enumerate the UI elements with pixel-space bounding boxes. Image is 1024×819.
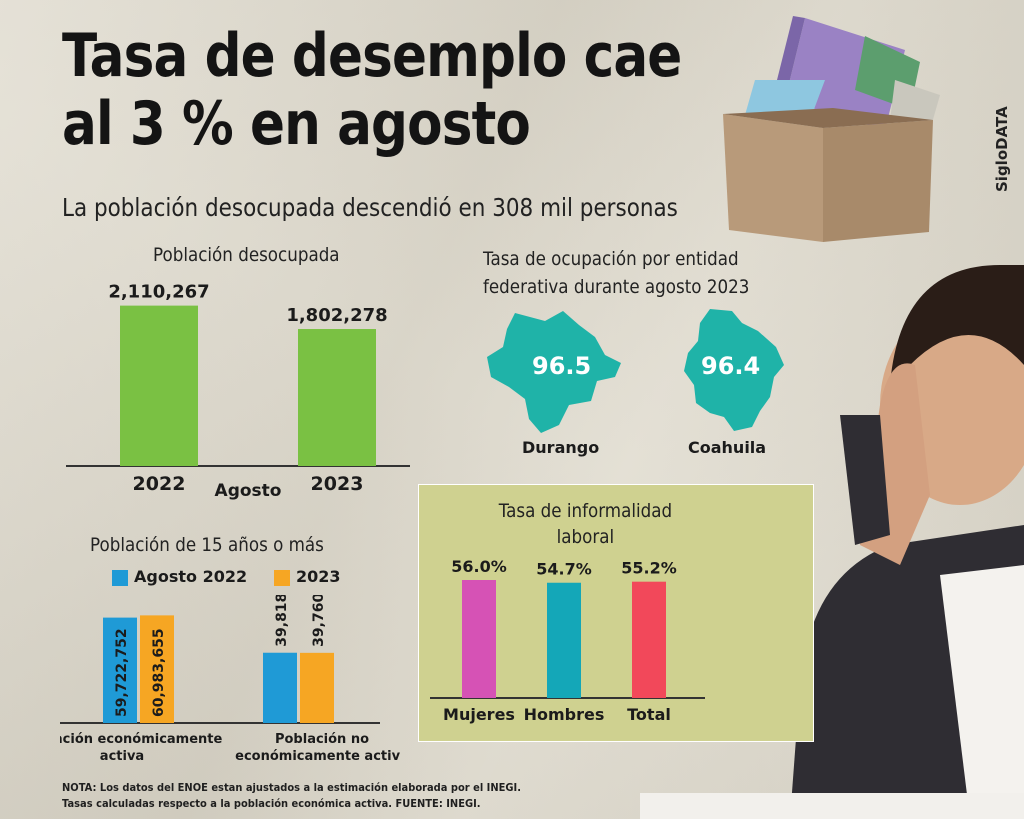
bar-2023-group-1 [300, 652, 334, 723]
bar-value-label-2023: 1,802,278 [286, 305, 387, 326]
bar-Mujeres [462, 580, 496, 698]
page-subtitle: La población desocupada descendió en 308… [62, 193, 678, 222]
footnote: NOTA: Los datos del ENOE estan ajustados… [62, 780, 572, 812]
brand-logo: SigloDATA [993, 106, 1011, 192]
informalidad-title-line-2: laboral [556, 526, 615, 548]
title-line-1: Tasa de desemplo cae [62, 21, 682, 91]
coahuila-label: Coahuila [688, 438, 767, 457]
bar-value-label-2023-group-1: 39,760,026 [311, 595, 327, 647]
category-label-Total: Total [627, 705, 671, 724]
category-label-0-line-2: activa [100, 749, 144, 764]
bar-2022 [120, 305, 198, 466]
durango-label: Durango [522, 438, 600, 457]
desocupada-chart: 2,110,267 2022 1,802,278 2023 Agosto [66, 282, 410, 501]
legend-label-2022: Agosto 2022 [134, 567, 248, 586]
category-label-0-line-1: Población económicamente [60, 732, 222, 747]
bar-2023 [298, 329, 376, 466]
footnote-line-2: Tasas calculadas respecto a la población… [62, 797, 481, 810]
bar-value-label-Hombres: 54.7% [536, 560, 592, 579]
ocupacion-title-line-2: federativa durante agosto 2023 [483, 276, 750, 298]
bar-value-label-2022: 2,110,267 [108, 282, 209, 303]
bar-value-label-2022-group-1: 39,818,079 [274, 595, 290, 647]
bar-Hombres [547, 582, 581, 698]
page-title: Tasa de desemplo cae al 3 % en agosto [62, 21, 682, 159]
cardboard-box-icon [723, 16, 940, 242]
informalidad-chart: 56.0% Mujeres 54.7% Hombres 55.2% Total [430, 557, 705, 724]
bar-value-label-2023-group-0: 60,983,655 [151, 628, 167, 717]
informalidad-chart-title: Tasa de informalidad laboral [493, 498, 678, 550]
bar-2023-group-0 [140, 615, 174, 723]
category-label-2022: 2022 [133, 473, 186, 495]
category-label-1-line-2: económicamente activa [235, 749, 400, 764]
informalidad-title-line-1: Tasa de informalidad [498, 500, 673, 522]
bar-2022-group-1 [263, 652, 297, 723]
durango-rate: 96.5 [532, 352, 592, 380]
footnote-line-1: NOTA: Los datos del ENOE estan ajustados… [62, 781, 521, 794]
desocupada-chart-title: Población desocupada [153, 244, 340, 266]
bar-value-label-2022-group-0: 59,722,752 [114, 628, 130, 717]
bar-value-label-Total: 55.2% [621, 559, 677, 578]
poblacion15-chart-title: Población de 15 años o más [90, 534, 324, 556]
coahuila-rate: 96.4 [701, 352, 761, 380]
category-label-Mujeres: Mujeres [443, 705, 515, 724]
legend-label-2023: 2023 [296, 567, 341, 586]
poblacion15-chart: 59,722,752 39,818,079 60,983,655 39,760,026… [60, 595, 400, 764]
legend-swatch-2022 [112, 570, 128, 586]
stressed-person-photo-icon [640, 265, 1024, 819]
category-label-2023: 2023 [311, 473, 364, 495]
ocupacion-title-line-1: Tasa de ocupación por entidad [483, 248, 739, 270]
legend-swatch-2023 [274, 570, 290, 586]
category-label-1-line-1: Población no [275, 732, 369, 747]
ocupacion-chart-title: Tasa de ocupación por entidad federativa… [483, 245, 749, 301]
bar-Total [632, 581, 666, 698]
x-axis-label: Agosto [215, 481, 282, 501]
bar-2022-group-0 [103, 617, 137, 723]
coahuila-map-icon [684, 309, 784, 431]
durango-map-icon [487, 311, 621, 433]
category-label-Hombres: Hombres [524, 705, 605, 724]
title-line-2: al 3 % en agosto [62, 89, 531, 159]
bar-value-label-Mujeres: 56.0% [451, 557, 507, 576]
